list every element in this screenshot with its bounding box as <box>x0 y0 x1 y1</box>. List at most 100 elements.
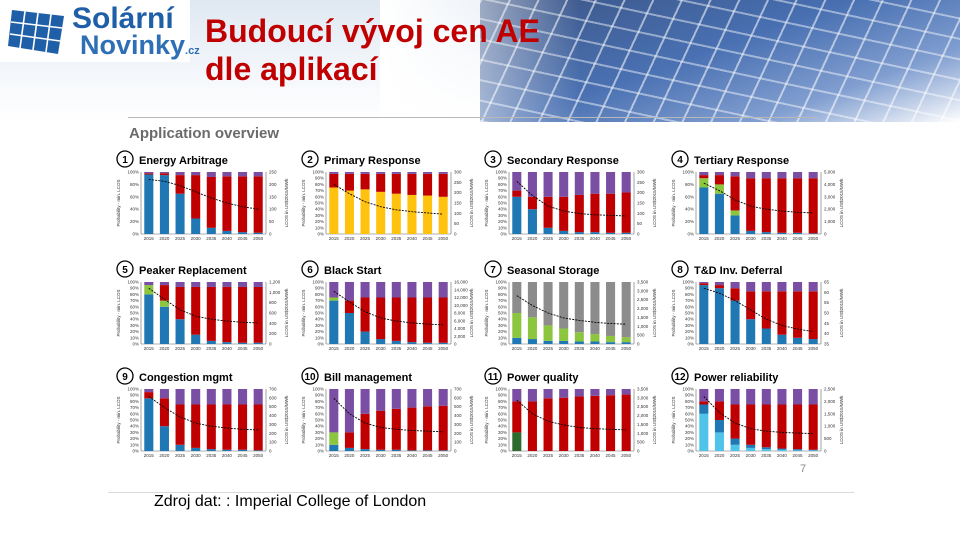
bar-segment-blue <box>329 300 339 344</box>
y-tick-label: 20% <box>130 329 139 334</box>
bar-segment-purple <box>191 172 201 176</box>
chart-8: 8 T&D Inv. Deferral Probability - min. LCO… <box>671 260 844 351</box>
x-tick-label: 2030 <box>376 236 387 241</box>
bar-segment-purple <box>329 389 339 433</box>
y-tick-label: 30% <box>498 430 507 435</box>
y2-tick-label: 3,000 <box>637 395 649 400</box>
bar-segment-red <box>746 291 756 320</box>
x-tick-label: 2035 <box>206 236 217 241</box>
bar-segment-red <box>423 173 433 196</box>
bar-segment-green <box>730 210 740 216</box>
bar-segment-purple <box>746 172 756 179</box>
y-tick-label: 70% <box>315 405 324 410</box>
bar-segment-red <box>238 404 248 450</box>
bar-segment-purple <box>222 172 232 177</box>
bar-segment-blue <box>606 342 616 344</box>
y2-axis-label: LCOS in US$2015/MWh <box>839 395 844 444</box>
bar-segment-red <box>714 175 724 185</box>
bar-segment-purple <box>423 282 433 298</box>
y2-tick-label: 0 <box>637 342 640 347</box>
y-tick-label: 60% <box>685 194 694 199</box>
x-tick-label: 2035 <box>574 236 585 241</box>
x-tick-label: 2020 <box>527 453 538 458</box>
bar-segment-purple <box>159 282 169 286</box>
bar-segment-purple <box>253 282 263 287</box>
y-tick-label: 50% <box>315 311 324 316</box>
bar-segment-purple <box>777 282 787 292</box>
bar-segment-green <box>590 334 600 342</box>
y-tick-label: 60% <box>130 304 139 309</box>
bar-segment-red <box>777 178 787 233</box>
y2-tick-label: 50 <box>824 311 830 316</box>
x-tick-label: 2040 <box>222 346 233 351</box>
y2-tick-label: 45 <box>824 321 830 326</box>
bar-segment-blue <box>238 342 248 344</box>
y-tick-label: 80% <box>130 182 139 187</box>
chart-title: Power reliability <box>694 372 779 384</box>
bar-segment-blue <box>344 313 354 344</box>
y-tick-label: 10% <box>685 442 694 447</box>
bar-segment-red <box>808 178 818 234</box>
x-tick-label: 2015 <box>329 346 340 351</box>
bar-segment-blue <box>574 232 584 234</box>
bar-segment-red <box>559 397 569 451</box>
x-tick-label: 2025 <box>175 453 186 458</box>
y2-tick-label: 3,000 <box>637 288 649 293</box>
bar-segment-blue <box>206 449 216 451</box>
y2-tick-label: 1,000 <box>637 324 649 329</box>
y-tick-label: 90% <box>130 393 139 398</box>
bar-segment-red <box>407 407 417 451</box>
chart-number-badge <box>116 150 134 168</box>
x-tick-label: 2050 <box>253 346 264 351</box>
bar-segment-red <box>206 176 216 228</box>
bar-segment-blue <box>543 227 553 234</box>
bar-segment-blue <box>376 449 386 451</box>
x-tick-label: 2045 <box>793 453 804 458</box>
y-tick-label: 30% <box>685 430 694 435</box>
bar-segment-blue <box>590 232 600 234</box>
bar-segment-purple <box>777 389 787 405</box>
y-tick-label: 10% <box>498 442 507 447</box>
bar-segment-blue <box>159 426 169 451</box>
bar-segment-red <box>590 395 600 451</box>
bar-segment-blue <box>777 232 787 234</box>
bar-segment-yellow <box>391 193 401 234</box>
y-axis-label: Probability - min. LCOS <box>116 396 121 443</box>
chart-number-badge <box>484 367 502 385</box>
x-tick-label: 2035 <box>761 346 772 351</box>
x-tick-label: 2045 <box>606 346 617 351</box>
y-tick-label: 10% <box>315 442 324 447</box>
bar-segment-green <box>159 300 169 307</box>
y-tick-label: 50% <box>315 201 324 206</box>
bar-segment-red <box>159 285 169 301</box>
y2-tick-label: 40 <box>824 331 830 336</box>
y-tick-label: 70% <box>130 405 139 410</box>
y-tick-label: 0% <box>687 449 694 454</box>
bar-segment-cyan <box>777 449 787 451</box>
x-tick-label: 2035 <box>574 453 585 458</box>
x-tick-label: 2040 <box>407 453 418 458</box>
y-tick-label: 70% <box>130 298 139 303</box>
y-tick-label: 90% <box>685 286 694 291</box>
bar-segment-blue <box>527 209 537 234</box>
x-tick-label: 2040 <box>777 236 788 241</box>
y2-tick-label: 50 <box>637 221 643 226</box>
y2-tick-label: 65 <box>824 280 830 285</box>
bar-segment-purple <box>606 389 616 396</box>
y-tick-label: 40% <box>130 424 139 429</box>
bar-segment-cyan <box>793 450 803 451</box>
lcos-line <box>703 287 814 333</box>
bar-segment-blue <box>238 232 248 234</box>
bar-segment-red <box>191 404 201 448</box>
bar-segment-blue <box>746 230 756 234</box>
y-axis-label: Probability - min. LCOS <box>484 289 489 336</box>
chart-number: 5 <box>122 265 128 276</box>
x-tick-label: 2025 <box>360 346 371 351</box>
site-logo[interactable]: Solární Novinky.cz <box>0 0 200 62</box>
bar-segment-red <box>793 291 803 338</box>
bar-segment-red <box>407 173 417 195</box>
y-tick-label: 70% <box>498 405 507 410</box>
bar-segment-blue <box>144 174 154 234</box>
x-tick-label: 2040 <box>590 453 601 458</box>
y-tick-label: 40% <box>498 207 507 212</box>
